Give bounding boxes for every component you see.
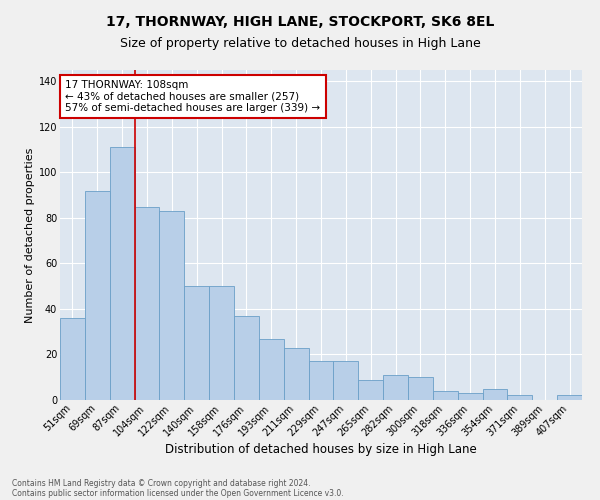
Bar	[508, 396, 532, 400]
X-axis label: Distribution of detached houses by size in High Lane: Distribution of detached houses by size …	[165, 443, 477, 456]
Bar	[334, 362, 358, 400]
Bar	[383, 375, 408, 400]
Bar	[358, 380, 383, 400]
Bar	[408, 377, 433, 400]
Bar	[184, 286, 209, 400]
Bar	[259, 338, 284, 400]
Bar	[308, 362, 334, 400]
Text: Contains HM Land Registry data © Crown copyright and database right 2024.: Contains HM Land Registry data © Crown c…	[12, 478, 311, 488]
Bar	[134, 206, 160, 400]
Y-axis label: Number of detached properties: Number of detached properties	[25, 148, 35, 322]
Bar	[234, 316, 259, 400]
Bar	[85, 190, 110, 400]
Bar	[458, 393, 482, 400]
Text: 17 THORNWAY: 108sqm
← 43% of detached houses are smaller (257)
57% of semi-detac: 17 THORNWAY: 108sqm ← 43% of detached ho…	[65, 80, 320, 113]
Text: Contains public sector information licensed under the Open Government Licence v3: Contains public sector information licen…	[12, 488, 344, 498]
Bar	[482, 388, 508, 400]
Bar	[557, 396, 582, 400]
Bar	[284, 348, 308, 400]
Text: Size of property relative to detached houses in High Lane: Size of property relative to detached ho…	[119, 38, 481, 51]
Bar	[110, 148, 134, 400]
Bar	[209, 286, 234, 400]
Bar	[433, 391, 458, 400]
Bar	[160, 211, 184, 400]
Text: 17, THORNWAY, HIGH LANE, STOCKPORT, SK6 8EL: 17, THORNWAY, HIGH LANE, STOCKPORT, SK6 …	[106, 15, 494, 29]
Bar	[60, 318, 85, 400]
